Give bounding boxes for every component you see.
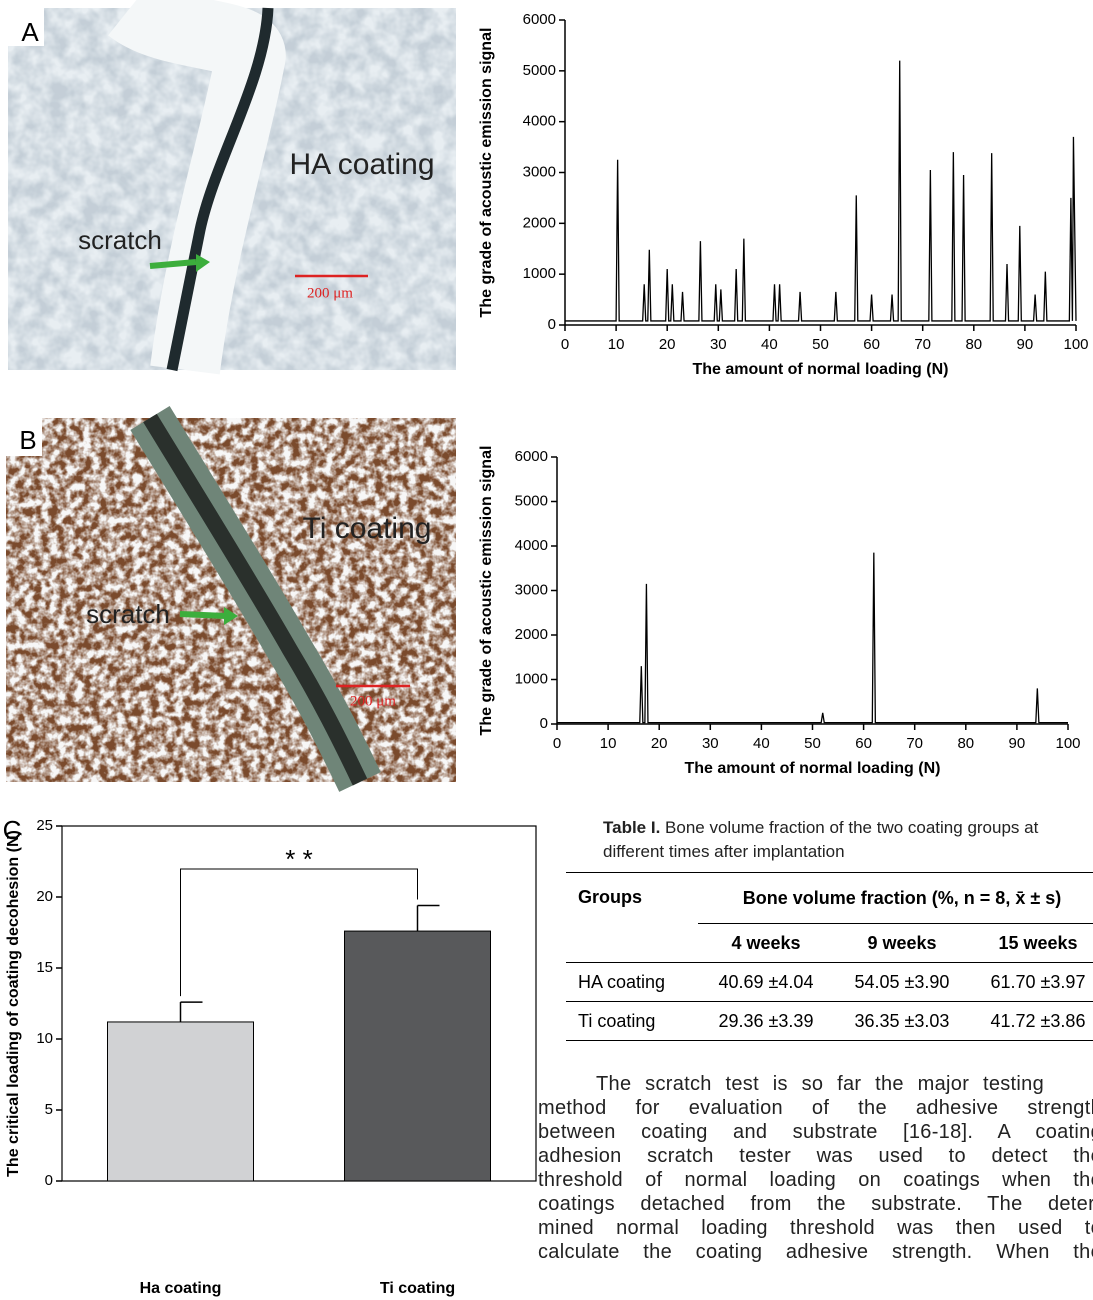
y-tick-label: 2000 — [515, 626, 548, 643]
x-tick-label: 60 — [855, 735, 872, 752]
x-tick-label: 10 — [600, 735, 617, 752]
x-tick-label: 100 — [1063, 336, 1088, 353]
photo-b — [6, 406, 456, 792]
panel-label: C — [3, 815, 22, 845]
x-tick-label: 50 — [812, 336, 829, 353]
y-axis-title: The critical loading of coating decohesi… — [5, 830, 22, 1177]
text-line: coatings detached from the substrate. Th… — [538, 1193, 1093, 1215]
cell: 29.36 ±3.39 — [698, 1001, 834, 1041]
y-tick-label: 2000 — [523, 214, 556, 231]
cell: Ti coating — [566, 1001, 698, 1041]
text-line: adhesion scratch tester was used to dete… — [538, 1145, 1093, 1167]
y-tick-label: 15 — [36, 959, 53, 976]
y-axis-title: The grade of acoustic emission signal — [478, 446, 495, 736]
y-tick-label: 0 — [548, 316, 556, 333]
table: Groups Bone volume fraction (%, n = 8, x̄… — [566, 872, 1093, 1041]
table-caption: Table I. Bone volume fraction of the two… — [603, 816, 1053, 864]
y-tick-label: 5 — [45, 1101, 53, 1118]
y-tick-label: 6000 — [515, 448, 548, 465]
panel-label: A — [21, 17, 39, 47]
x-tick-label: 70 — [906, 735, 923, 752]
significance-bracket — [180, 868, 418, 997]
text-line: method for evaluation of the adhesive st… — [538, 1097, 1093, 1119]
x-tick-label: 50 — [804, 735, 821, 752]
y-tick-label: 25 — [36, 817, 53, 834]
cell: 41.72 ±3.86 — [969, 1001, 1093, 1041]
y-tick-label: 4000 — [515, 537, 548, 554]
bar — [107, 1021, 254, 1182]
x-tick-label: 30 — [710, 336, 727, 353]
cell: 36.35 ±3.03 — [833, 1001, 970, 1041]
x-tick-label: 10 — [608, 336, 625, 353]
x-tick-label: 70 — [914, 336, 931, 353]
y-axis-title: The grade of acoustic emission signal — [478, 28, 495, 318]
x-tick-label: 30 — [702, 735, 719, 752]
panel-label: B — [19, 425, 36, 455]
x-axis-title: The amount of normal loading (N) — [693, 361, 949, 378]
significance-label: * * — [285, 844, 312, 874]
x-tick-label: Ha coating — [140, 1280, 222, 1297]
text-line: The scratch test is so far the major tes… — [596, 1073, 1044, 1095]
y-tick-label: 5000 — [515, 492, 548, 509]
scale-label: 200 μm — [350, 693, 396, 709]
scale-label: 200 μm — [307, 285, 353, 301]
text-line: mined normal loading threshold was then … — [538, 1217, 1093, 1239]
y-tick-label: 0 — [540, 715, 548, 732]
text-line: between coating and substrate [16-18]. A… — [538, 1121, 1093, 1143]
y-tick-label: 6000 — [523, 11, 556, 28]
header-cell: Bone volume fraction (%, n = 8, x̄ ± s) — [698, 872, 1093, 924]
x-tick-label: 0 — [561, 336, 569, 353]
x-tick-label: 100 — [1055, 735, 1080, 752]
y-tick-label: 5000 — [523, 62, 556, 79]
y-tick-label: 1000 — [515, 670, 548, 687]
photo-a — [8, 0, 456, 375]
x-tick-label: 0 — [553, 735, 561, 752]
bar — [344, 930, 491, 1182]
x-tick-label: 20 — [659, 336, 676, 353]
x-tick-label: 80 — [957, 735, 974, 752]
x-tick-label: 80 — [965, 336, 982, 353]
caption-label: Table I. — [603, 818, 661, 837]
caption-text: Bone volume fraction of the two coating … — [603, 818, 1039, 861]
text-line: threshold of normal loading on coatings … — [538, 1169, 1093, 1191]
subheader-cell: 4 weeks — [698, 923, 834, 963]
cell: 40.69 ±4.04 — [698, 962, 834, 1002]
y-tick-label: 10 — [36, 1030, 53, 1047]
photo-label: Ti coating — [303, 512, 432, 545]
y-tick-label: 3000 — [515, 581, 548, 598]
y-tick-label: 1000 — [523, 265, 556, 282]
subheader-cell: 15 weeks — [969, 923, 1093, 963]
cell: 61.70 ±3.97 — [969, 962, 1093, 1002]
cell: 54.05 ±3.90 — [833, 962, 970, 1002]
signal-line — [557, 552, 1068, 724]
x-tick-label: 90 — [1009, 735, 1026, 752]
cell: HA coating — [566, 962, 698, 1002]
x-axis-title: The amount of normal loading (N) — [685, 760, 941, 777]
header-cell: Groups — [566, 872, 698, 963]
x-tick-label: 40 — [761, 336, 778, 353]
photo-label: scratch — [86, 599, 170, 629]
y-tick-label: 3000 — [523, 163, 556, 180]
x-tick-label: 40 — [753, 735, 770, 752]
y-tick-label: 4000 — [523, 113, 556, 130]
x-tick-label: 90 — [1017, 336, 1034, 353]
y-tick-label: 20 — [36, 888, 53, 905]
photo-label: HA coating — [289, 148, 434, 181]
subheader-cell: 9 weeks — [833, 923, 970, 963]
photo-label: scratch — [78, 225, 162, 255]
plot-frame — [61, 825, 537, 1182]
signal-line — [565, 60, 1077, 322]
y-tick-label: 0 — [45, 1172, 53, 1189]
x-tick-label: 60 — [863, 336, 880, 353]
text-line: calculate the coating adhesive strength.… — [538, 1241, 1093, 1263]
x-tick-label: 20 — [651, 735, 668, 752]
body-text: The scratch test is so far the major tes… — [538, 1072, 1093, 1264]
x-tick-label: Ti coating — [380, 1280, 455, 1297]
